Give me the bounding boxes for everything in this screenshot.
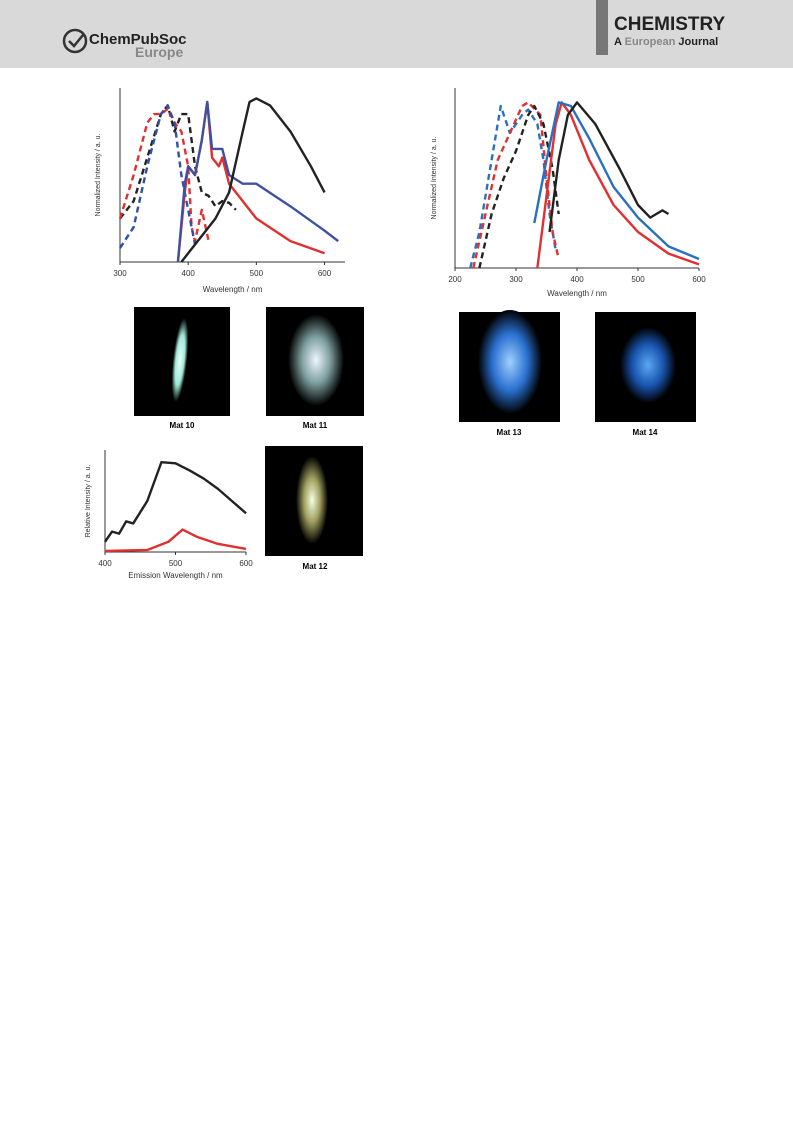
- spectrum-line: [104, 461, 247, 543]
- x-tick-label: 500: [169, 559, 183, 568]
- logo-icon: [62, 28, 88, 54]
- journal-subtitle: A European Journal: [614, 36, 718, 48]
- journal-title: CHEMISTRY: [614, 14, 726, 35]
- x-tick-label: 600: [239, 559, 253, 568]
- spectrum-line: [548, 101, 670, 233]
- subtitle-journal: Journal: [678, 36, 718, 48]
- spectrum-line: [180, 97, 326, 263]
- x-tick-label: 500: [250, 269, 264, 278]
- x-axis-label: Emission Wavelength / nm: [128, 571, 223, 580]
- spectrum-line: [472, 101, 560, 269]
- y-axis-label: Relative Intensity / a. u.: [85, 465, 92, 538]
- photo-glow: [296, 456, 328, 544]
- x-tick-label: 300: [509, 275, 523, 284]
- spectrum-line: [119, 104, 237, 220]
- journal-bar: [596, 0, 608, 55]
- x-tick-label: 200: [448, 275, 462, 284]
- photo-glow: [288, 314, 344, 406]
- logo-check: [68, 34, 84, 48]
- publisher: ChemPubSoc: [89, 31, 187, 48]
- x-tick-label: 400: [98, 559, 112, 568]
- photo-glow: [171, 318, 189, 402]
- x-tick-label: 500: [631, 275, 645, 284]
- spectrum-line: [118, 104, 197, 249]
- photo-glow: [478, 310, 542, 414]
- y-axis-label: Normalized Intensity / a. u.: [95, 134, 102, 217]
- x-axis-label: Wavelength / nm: [203, 285, 263, 294]
- y-axis-label: Normalized Intensity / a. u.: [431, 137, 438, 220]
- subtitle-european: European: [625, 36, 676, 48]
- photo-glow: [620, 327, 676, 403]
- spectrum-line: [478, 104, 560, 269]
- spectrum-line: [176, 100, 339, 263]
- photo-label: Mat 10: [170, 421, 195, 430]
- photo-label: Mat 12: [303, 562, 328, 571]
- photo-label: Mat 14: [633, 428, 658, 437]
- photo-label: Mat 11: [303, 421, 328, 430]
- spectrum-line: [536, 101, 700, 269]
- x-axis-label: Wavelength / nm: [547, 289, 607, 298]
- photo-label: Mat 13: [497, 428, 522, 437]
- x-tick-label: 400: [570, 275, 584, 284]
- spectrum-line: [469, 104, 557, 269]
- x-tick-label: 400: [182, 269, 196, 278]
- spectrum-line: [104, 528, 247, 553]
- publisher-region: Europe: [135, 44, 183, 60]
- x-tick-label: 600: [692, 275, 706, 284]
- x-tick-label: 300: [113, 269, 127, 278]
- subtitle-a: A: [614, 36, 622, 48]
- x-tick-label: 600: [318, 269, 332, 278]
- spectrum-line: [533, 101, 700, 261]
- header-band: [0, 0, 793, 68]
